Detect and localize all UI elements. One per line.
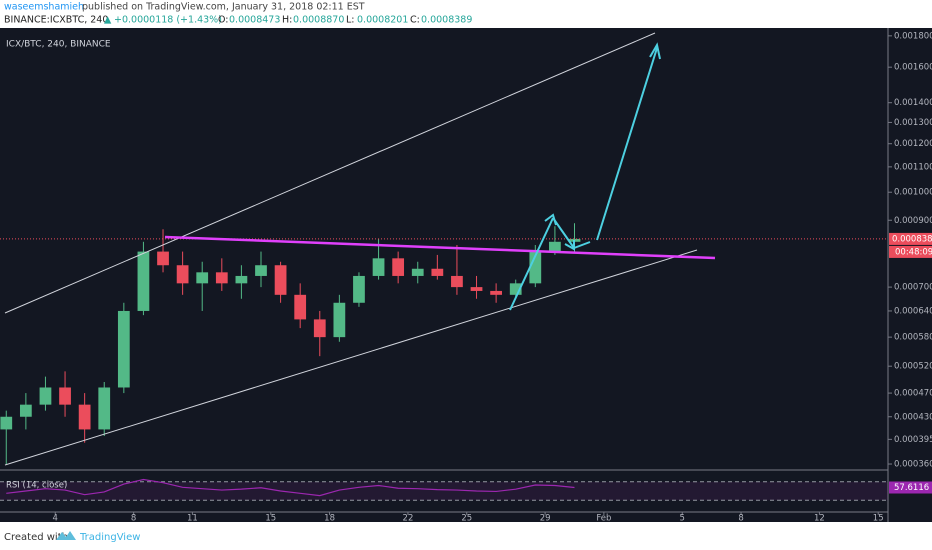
countdown: 00:48:09: [895, 247, 932, 257]
last-price-label: 0.0008389: [892, 234, 932, 244]
ohlc-label: L:: [346, 15, 355, 26]
change: +0.0000118 (+1.43%): [114, 15, 222, 26]
ohlc-value: 0.0008870: [293, 15, 344, 26]
candle-body: [157, 251, 169, 266]
ohlc-label: C:: [410, 15, 420, 26]
resistance-line: [164, 235, 716, 260]
candle-body: [19, 404, 32, 417]
candle-body: [411, 268, 424, 276]
arrow-4: [596, 47, 658, 241]
ohlc-label: O:: [218, 15, 229, 26]
countdown-box: [889, 245, 932, 258]
x-tick-label: 29: [540, 514, 551, 524]
x-tick-label: 5: [680, 514, 685, 524]
chart-bg: [0, 28, 932, 522]
ohlc-value: 0.0008201: [357, 15, 408, 26]
drawings: [4, 32, 716, 466]
ohlc-value: 0.0008473: [229, 15, 280, 26]
rsi-label: RSI (14, close): [6, 481, 67, 491]
author[interactable]: waseemshamieh: [4, 2, 84, 13]
x-tick-label: 18: [324, 514, 335, 524]
ohlc-value: 0.0008389: [421, 15, 472, 26]
candle-body: [313, 319, 326, 338]
x-tick-label: 15: [265, 514, 276, 524]
candle-body: [372, 258, 385, 276]
arrow-2: [552, 217, 575, 249]
candle-body: [490, 290, 502, 295]
x-tick-label: 25: [461, 514, 472, 524]
candle-body: [235, 275, 248, 284]
x-tick-label: 11: [187, 514, 198, 524]
candle-body: [294, 294, 307, 320]
y-tick-label: 0.0003600: [894, 460, 932, 470]
rsi-value-label: 57.6116: [894, 483, 929, 493]
candle-body: [431, 268, 444, 276]
candle-body: [0, 416, 13, 430]
arrow-3: [573, 241, 591, 249]
arrow-4-head: [649, 42, 661, 60]
candle-body: [353, 275, 365, 303]
candle-body: [255, 265, 267, 276]
candle-body: [215, 272, 228, 284]
ohlc: O: 0.0008473 H: 0.0008870 L: 0.0008201 C: 0.000…: [218, 15, 472, 26]
arrows: [509, 42, 661, 311]
last-price-box: [889, 232, 932, 245]
channel-lower: [4, 249, 698, 466]
rsi-line: [6, 478, 575, 497]
candle-body: [137, 251, 150, 311]
candle-body: [470, 287, 483, 291]
candle-body: [509, 283, 522, 295]
candle-body: [451, 275, 463, 288]
rsi-band: [0, 481, 888, 501]
chart-title: ICX/BTC, 240, BINANCE: [6, 40, 111, 50]
x-tick-label: 22: [403, 514, 414, 524]
symbol: BINANCE:ICXBTC, 240: [4, 15, 108, 26]
published: published on TradingView.com, January 31…: [82, 2, 365, 13]
candle-body: [549, 241, 561, 252]
x-tick-label: 15: [873, 514, 884, 524]
x-tick-label: 4: [53, 514, 58, 524]
tv-logo: [56, 531, 76, 540]
candle-body: [274, 265, 287, 295]
candle-body: [39, 387, 52, 405]
candle-body: [59, 387, 71, 405]
up-triangle: ▲: [104, 15, 112, 26]
footer-created: Created with: [4, 532, 68, 543]
channel-upper: [4, 32, 656, 314]
rsi-value-box: [889, 481, 932, 494]
x-tick-label: 8: [131, 514, 136, 524]
candle-body: [78, 404, 91, 430]
x-tick-label: 12: [814, 514, 825, 524]
candle-body: [529, 251, 542, 284]
x-tick-label: Feb: [596, 514, 611, 524]
arrow-1: [509, 217, 554, 311]
arrow-2-head: [564, 240, 575, 251]
candle-body: [392, 258, 405, 276]
candle-body: [196, 272, 209, 284]
x-tick-label: 8: [738, 514, 743, 524]
ohlc-label: H:: [282, 15, 292, 26]
candle-body: [98, 387, 111, 430]
candle-body: [117, 310, 130, 388]
footer-brand[interactable]: TradingView: [79, 532, 140, 543]
candle-body: [333, 302, 346, 338]
candle-body: [176, 265, 189, 284]
